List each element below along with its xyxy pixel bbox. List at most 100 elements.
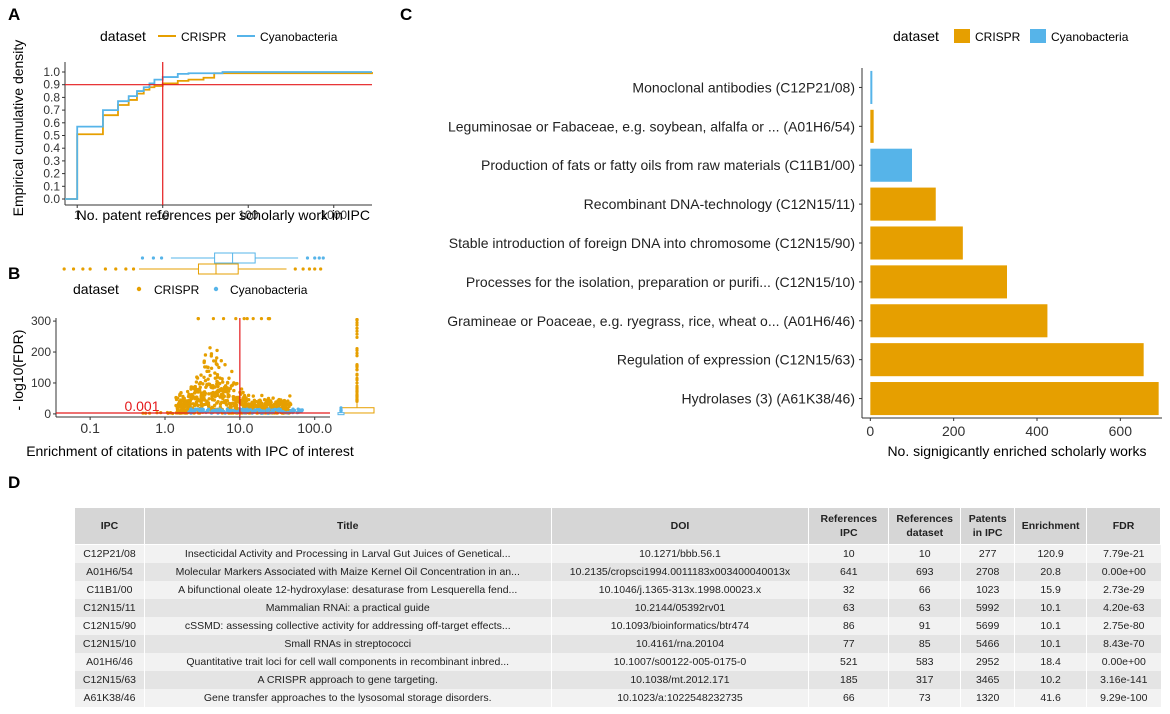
table-cell: 583 [888,653,961,671]
panel-b-point-cyanobacteria [262,409,266,413]
panel-b-point-crispr [234,398,238,402]
panel-b-point-crispr [259,317,264,321]
panel-b-top-outlier [301,267,305,271]
table-cell: 10.1 [1014,617,1087,635]
table-cell: 0.00e+00 [1086,653,1161,671]
panel-b-point-crispr [194,380,199,384]
panel-b-point-crispr [250,400,254,405]
panel-b-point-crispr [194,400,199,405]
panel-b-point-crispr [221,317,226,321]
panel-b-top-outlier [319,267,323,271]
panel-b-point-crispr [241,390,245,395]
panel-b-point-cyanobacteria [300,408,304,412]
panel-b-point-crispr [257,399,261,403]
table-cell: 7.79e-21 [1086,544,1161,563]
legend-key-cyanobacteria-b [213,286,219,292]
table-cell: C12P21/08 [74,544,145,563]
table-cell: cSSMD: assessing collective activity for… [143,617,552,635]
panel-b-point-crispr [239,387,244,391]
panel-b-point-cyanobacteria [191,409,196,413]
table-header-cell: References IPC [808,507,890,545]
table-body: C12P21/08 Insecticidal Activity and Proce… [74,544,1161,707]
panel-a-y-tick-label: 0.5 [43,129,60,143]
table-cell: C12N15/11 [74,599,145,617]
panel-b-point-crispr [215,348,219,353]
table-cell: 2952 [960,653,1015,671]
panel-b-right-box-crispr [339,407,375,414]
panel-b-point-crispr [260,393,264,398]
panel-a-x-tick-label: 10 [156,208,170,222]
panel-b-right-outlier [339,409,343,413]
panel-a-x-tick-label: 1000 [320,208,347,222]
legend-label-cyanobacteria-b: Cyanobacteria [230,283,308,297]
panel-b-point-cyanobacteria [277,407,281,412]
panel-b-point-crispr [232,388,236,393]
panel-b-point-crispr [229,384,234,388]
table-cell: 63 [808,599,889,617]
panel-b-legend: dataset CRISPR Cyanobacteria [73,281,308,297]
table-cell: 85 [888,635,961,653]
panel-a-x-tick-label: 100 [238,208,258,222]
panel-b-y-tick-label: 200 [31,345,51,359]
panel-c-bar-cyanobacteria [870,148,912,182]
panel-b-top-outlier [103,267,108,271]
table-cell: 10.2144/05392rv01 [550,599,809,617]
table-cell: Gene transfer approaches to the lysosoma… [143,689,552,707]
panel-b-y-label: - log10(FDR) [10,330,26,411]
table-cell: 10.1 [1014,599,1087,617]
panel-b-point-crispr [179,404,183,409]
table-cell: 10 [808,544,889,563]
panel-b-point-crispr [207,369,211,373]
panel-b-point-crispr [192,385,197,390]
panel-b-point-crispr [209,352,214,356]
panel-b-point-crispr [251,317,255,321]
panel-b-top-outlier [140,256,145,260]
table-cell: 10.1271/bbb.56.1 [550,544,809,563]
panel-b-point-crispr [212,403,217,408]
panel-b-point-crispr [227,376,231,380]
table-header-cell: Enrichment [1014,507,1088,545]
table-cell: 73 [888,689,961,707]
panel-b-point-crispr [190,392,194,397]
table-cell: 2708 [960,563,1015,581]
table-row: C12N15/11 Mammalian RNAi: a practical gui… [74,599,1161,617]
panel-b-right-outlier [355,326,359,330]
panel-b-point-crispr [221,380,225,384]
table-cell: 5992 [960,599,1015,617]
panel-b-point-cyanobacteria [248,408,253,412]
panel-c-bar-crispr [870,343,1144,377]
panel-b-point-crispr [230,369,234,374]
legend-label-cyanobacteria: Cyanobacteria [260,30,338,44]
table-row: C12N15/90 cSSMD: assessing collective act… [74,617,1161,635]
panel-b-point-crispr [198,380,203,385]
legend-title: dataset [100,28,146,44]
results-table: IPC Title DOI References IPC References data… [74,507,1161,707]
table-cell: 3.16e-141 [1086,671,1161,689]
panel-b-point-crispr [224,401,228,406]
panel-b-point-crispr [188,398,193,403]
panel-b-threshold-annotation: 0.001 [124,398,159,414]
table-cell: 10.1093/bioinformatics/btr474 [550,617,809,635]
panel-b-point-cyanobacteria [236,409,240,414]
panel-b-point-crispr [211,317,216,321]
table-cell: 91 [888,617,961,635]
panel-b-right-outlier [355,390,359,394]
table-cell: A61K38/46 [74,689,145,707]
table-cell: 1320 [960,689,1015,707]
table-cell: 18.4 [1014,653,1087,671]
table-cell: Quantitative trait loci for cell wall co… [143,653,552,671]
panel-b-right-outlier [355,317,359,322]
panel-b-point-crispr [211,384,215,388]
panel-b-point-crispr [287,404,291,409]
panel-b-point-crispr [228,386,232,391]
panel-b-point-crispr [232,381,236,385]
panel-b-point-crispr [198,385,202,390]
panel-b-y-tick-label: 100 [31,376,51,390]
panel-b-top-box-crispr [197,263,239,275]
panel-c-category-label: Recombinant DNA-technology (C12N15/11) [584,196,855,212]
panel-b-point-crispr [285,407,290,411]
panel-label-b: B [8,264,20,283]
table-row: C12N15/63 A CRISPR approach to gene targe… [74,671,1161,689]
panel-a-y-tick-label: 0.0 [43,192,60,206]
panel-b-top-outlier [124,267,128,271]
